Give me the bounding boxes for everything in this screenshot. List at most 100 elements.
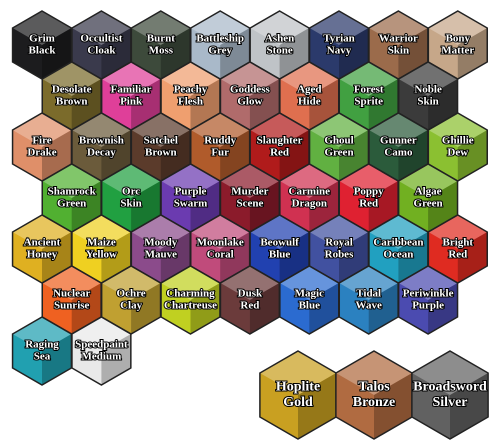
swatch-label: Periwinkle <box>403 287 454 299</box>
swatch-base <box>368 215 428 283</box>
swatch-right-face <box>309 181 339 232</box>
swatch-base <box>309 215 369 283</box>
swatch-top-face <box>71 215 131 249</box>
swatch-label: Royal <box>325 236 353 248</box>
swatch-base <box>12 317 72 385</box>
swatch-label: Stone <box>266 45 292 57</box>
swatch-right-face <box>457 28 488 79</box>
swatch-label: Matter <box>441 45 474 57</box>
swatch-label: Grim <box>29 32 55 44</box>
swatch-label: Hoplite <box>276 380 320 395</box>
swatch-label: Black <box>29 45 57 57</box>
swatch-right-face <box>368 181 399 232</box>
swatch-base <box>220 62 280 130</box>
swatch-label: Green <box>324 147 353 159</box>
swatch-label: Sea <box>34 351 51 363</box>
swatch-base <box>131 113 191 181</box>
swatch-label: Satchel <box>144 134 178 146</box>
swatch-label: Noble <box>414 83 442 95</box>
swatch-base <box>339 164 399 232</box>
swatch-label: Scene <box>236 198 263 210</box>
swatch-base <box>131 11 191 79</box>
swatch-base <box>398 164 458 232</box>
swatch-label: Algae <box>415 185 442 197</box>
swatch-label: Ancient <box>24 236 61 248</box>
swatch-label: Shamrock <box>48 185 97 197</box>
swatch-label: Bony <box>446 32 471 44</box>
swatch-label: Decay <box>87 147 116 159</box>
swatch-label: Burnt <box>147 32 175 44</box>
swatch-label: Honey <box>27 249 58 261</box>
swatch-label: Glow <box>237 96 262 108</box>
swatch-label: Fire <box>32 134 51 146</box>
swatch-base <box>12 11 72 79</box>
swatch-label: Pink <box>120 96 143 108</box>
swatch-label: Battleship <box>196 32 244 44</box>
swatch-top-face <box>71 11 131 45</box>
swatch-label: Gunner <box>380 134 417 146</box>
swatch-base <box>12 113 72 181</box>
swatch-base <box>428 11 488 79</box>
swatch-label: Drake <box>27 147 56 159</box>
swatch-base <box>335 351 413 439</box>
swatch-base <box>71 11 131 79</box>
swatch-right-face <box>42 232 72 283</box>
swatch-base <box>259 351 337 439</box>
swatch-label: Skin <box>417 96 438 108</box>
swatch-base <box>339 266 399 334</box>
swatch-label: Navy <box>327 45 352 57</box>
swatch-label: Blue <box>299 300 321 312</box>
swatch-label: Beowulf <box>260 236 299 248</box>
swatch-label: Orc <box>122 185 140 197</box>
swatch-label: Dusk <box>238 287 263 299</box>
swatch-base <box>161 266 220 334</box>
swatch-label: Hide <box>298 96 321 108</box>
swatch-base <box>398 62 458 130</box>
swatch-label: Yellow <box>86 249 117 261</box>
swatch-label: Skin <box>388 45 409 57</box>
swatch-label: Wave <box>356 300 382 312</box>
swatch-label: Forest <box>354 83 384 95</box>
swatch-base <box>309 113 369 181</box>
swatch-right-face <box>249 79 280 130</box>
swatch-label: Charming <box>166 287 215 299</box>
swatch-label: Mauve <box>145 249 178 261</box>
swatch-label: Swarm <box>174 198 208 210</box>
swatch-label: Occultist <box>80 32 122 44</box>
swatch-label: Fur <box>211 147 229 159</box>
swatch-label: Brown <box>56 96 88 108</box>
swatch-label: Raging <box>25 338 59 350</box>
swatch-right-face <box>309 79 339 130</box>
swatch-right-face <box>249 283 280 334</box>
swatch-label: Desolate <box>52 83 92 95</box>
swatch-top-face <box>398 164 458 198</box>
swatch-label: Sunrise <box>54 300 90 312</box>
swatch-label: Grey <box>208 45 232 57</box>
swatch-label: Murder <box>231 185 268 197</box>
swatch-label: Peachy <box>174 83 208 95</box>
swatch-base <box>42 164 102 232</box>
swatch-label: Moody <box>144 236 178 248</box>
